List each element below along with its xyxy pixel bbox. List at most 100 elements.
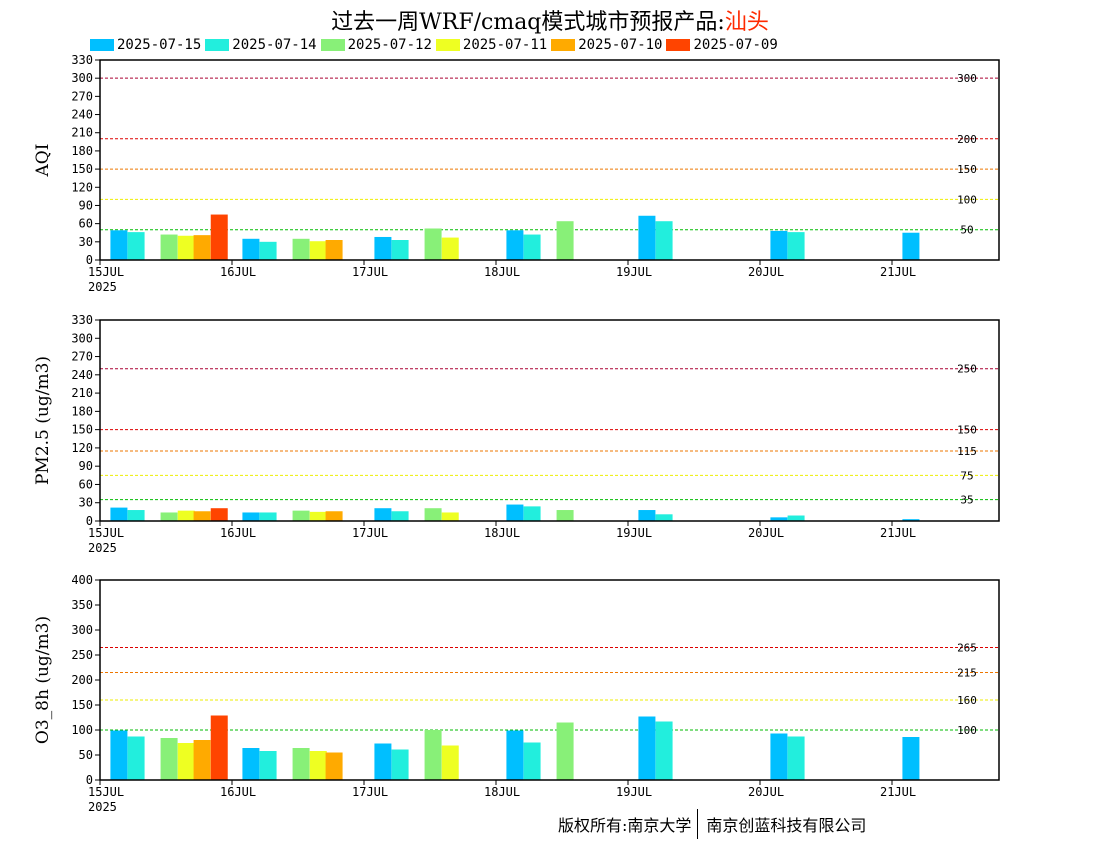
y-tick-label: 330 xyxy=(71,53,93,67)
legend-label: 2025-07-10 xyxy=(578,37,663,53)
bar xyxy=(193,740,211,780)
legend-item: 2025-07-14 xyxy=(205,37,317,53)
copyright-separator xyxy=(697,809,699,839)
y-tick-label: 200 xyxy=(71,673,93,687)
x-year-label: 2025 xyxy=(88,541,117,555)
bar xyxy=(259,751,277,780)
y-tick-label: 60 xyxy=(79,477,93,491)
y-tick-label: 30 xyxy=(79,496,93,510)
y-tick-label: 150 xyxy=(71,162,93,176)
threshold-label: 115 xyxy=(957,445,977,458)
threshold-label: 100 xyxy=(957,724,977,737)
bar xyxy=(292,238,310,260)
legend-label: 2025-07-15 xyxy=(117,37,202,53)
plot-frame xyxy=(99,319,1000,522)
x-tick-label: 19JUL xyxy=(616,785,652,799)
bar xyxy=(110,730,128,780)
bar xyxy=(424,508,442,521)
legend: 2025-07-15 2025-07-14 2025-07-12 2025-07… xyxy=(90,36,782,54)
x-year-label: 2025 xyxy=(88,280,117,294)
legend-swatch xyxy=(320,39,345,51)
bar xyxy=(374,508,392,521)
plot-frame xyxy=(99,579,1000,781)
legend-swatch xyxy=(666,39,691,51)
bar xyxy=(242,748,260,780)
bar xyxy=(638,716,656,780)
legend-item: 2025-07-09 xyxy=(666,37,778,53)
bar xyxy=(374,743,392,780)
x-tick-label: 17JUL xyxy=(352,265,388,279)
legend-swatch xyxy=(90,39,114,51)
bar xyxy=(160,738,178,780)
bar xyxy=(556,722,574,780)
x-tick-label: 21JUL xyxy=(880,265,916,279)
bar xyxy=(655,721,673,780)
plot-frame xyxy=(99,59,1000,261)
legend-item: 2025-07-10 xyxy=(551,37,662,53)
y-tick-label: 90 xyxy=(79,459,93,473)
bar xyxy=(506,504,524,521)
threshold-label: 215 xyxy=(957,667,977,680)
y-tick-label: 120 xyxy=(71,180,93,194)
bar xyxy=(127,232,145,260)
y-tick-label: 330 xyxy=(71,313,93,327)
threshold-label: 150 xyxy=(957,424,977,437)
bar xyxy=(210,715,228,780)
y-tick-label: 240 xyxy=(71,108,93,122)
threshold-label: 200 xyxy=(957,133,977,146)
threshold-label: 50 xyxy=(960,224,973,237)
bar xyxy=(325,240,343,260)
bar xyxy=(523,742,541,780)
bar xyxy=(391,511,409,521)
threshold-label: 100 xyxy=(957,193,977,206)
bar xyxy=(127,510,145,521)
y-tick-label: 350 xyxy=(71,598,93,612)
bar xyxy=(292,510,310,521)
x-year-label: 2025 xyxy=(88,800,117,814)
bar xyxy=(210,214,228,260)
y-tick-label: 150 xyxy=(71,698,93,712)
legend-label: 2025-07-09 xyxy=(693,37,778,53)
bar xyxy=(424,228,442,260)
x-tick-label: 19JUL xyxy=(616,526,652,540)
y-tick-label: 210 xyxy=(71,386,93,400)
bar xyxy=(242,512,260,521)
legend-label: 2025-07-11 xyxy=(462,37,548,53)
y-tick-label: 400 xyxy=(71,573,93,587)
bar xyxy=(523,506,541,521)
bar xyxy=(193,511,211,521)
bar xyxy=(770,517,788,521)
bar xyxy=(325,511,343,521)
y-tick-label: 180 xyxy=(71,144,93,158)
threshold-label: 150 xyxy=(957,163,977,176)
x-tick-label: 15JUL xyxy=(88,785,124,799)
threshold-label: 35 xyxy=(960,494,973,507)
bar xyxy=(787,232,805,260)
title-city: 汕头 xyxy=(724,10,769,35)
bar xyxy=(787,515,805,521)
x-tick-label: 20JUL xyxy=(748,265,784,279)
bar xyxy=(506,230,524,260)
bar xyxy=(902,737,920,780)
threshold-label: 75 xyxy=(960,469,973,482)
bar xyxy=(391,240,409,260)
y-tick-label: 210 xyxy=(71,126,93,140)
y-tick-label: 300 xyxy=(71,71,93,85)
bar xyxy=(242,238,260,260)
x-tick-label: 17JUL xyxy=(352,785,388,799)
y-tick-label: 30 xyxy=(79,235,93,249)
x-tick-label: 16JUL xyxy=(220,265,256,279)
legend-item: 2025-07-15 xyxy=(90,37,201,53)
x-tick-label: 15JUL xyxy=(88,265,124,279)
legend-swatch xyxy=(435,39,460,51)
x-tick-label: 17JUL xyxy=(352,526,388,540)
x-tick-label: 21JUL xyxy=(880,526,916,540)
x-tick-label: 20JUL xyxy=(748,526,784,540)
chart-title: 过去一周WRF/cmaq模式城市预报产品:汕头 xyxy=(0,4,1100,36)
y-tick-label: 100 xyxy=(71,723,93,737)
x-tick-label: 18JUL xyxy=(484,526,520,540)
bar xyxy=(638,510,656,521)
threshold-label: 250 xyxy=(957,363,977,376)
bar xyxy=(902,232,920,260)
y-tick-label: 0 xyxy=(86,253,93,267)
